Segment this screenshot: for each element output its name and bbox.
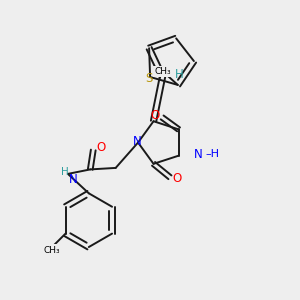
Text: O: O [96, 140, 105, 154]
Text: N: N [133, 134, 142, 148]
Text: –H: –H [206, 149, 220, 159]
Text: O: O [150, 110, 159, 122]
Text: N: N [69, 173, 78, 186]
Text: H: H [175, 68, 183, 81]
Text: CH₃: CH₃ [154, 67, 171, 76]
Text: S: S [145, 72, 152, 85]
Text: O: O [173, 172, 182, 185]
Text: CH₃: CH₃ [44, 245, 60, 254]
Text: N: N [194, 148, 202, 161]
Text: H: H [61, 167, 69, 176]
